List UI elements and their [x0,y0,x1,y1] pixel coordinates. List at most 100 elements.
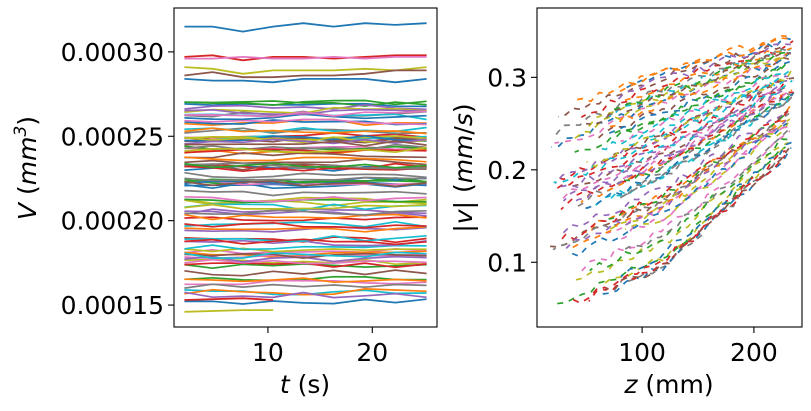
left-y-tick-label: 0.00030 [61,38,164,67]
volume-band-line [184,110,427,118]
speed-series-line [553,77,788,184]
volume-short-series-line [184,309,274,313]
speed-series-line [565,119,787,249]
left-y-tick-label: 0.00020 [61,207,164,236]
volume-band-line [184,258,427,265]
volume-series-line [184,69,427,79]
speed-series-line [614,37,788,95]
speed-series-line [610,51,787,112]
volume-band-line [184,251,427,260]
speed-series-line [558,110,789,244]
volume-series-line [184,22,427,33]
left-x-tick-label: 20 [356,338,388,367]
volume-band-line [184,209,427,216]
speed-series-line [613,43,791,104]
speed-series-line [553,77,789,191]
speed-vs-z-panel: 100 200 0.1 0.2 0.3 z (mm) |v| (mm/s) [449,7,803,399]
speed-series-line [599,77,795,162]
speed-series-line [619,94,795,199]
volume-band-line [184,162,427,171]
right-y-ticks: 0.1 0.2 0.3 [487,63,537,277]
volume-band-line [184,103,427,111]
volume-band-line [184,171,427,179]
volume-band-line [184,258,427,266]
volume-band-line [184,203,427,211]
volume-band-line [184,213,427,221]
speed-series-line [623,91,795,182]
speed-series-line [571,88,787,204]
volume-band-line [184,269,427,277]
speed-series-line [554,50,792,144]
volume-band-line [184,162,427,170]
volume-series-line [184,55,427,60]
volume-band-line [184,277,427,284]
volume-band-line [184,135,427,141]
speed-series-line [620,79,793,173]
volume-band-line [184,234,427,242]
speed-series-line [609,93,795,201]
speed-series-line [586,51,792,126]
volume-band-line [184,140,427,147]
left-y-ticks: 0.00015 0.00020 0.00025 0.00030 [61,38,174,320]
volume-series-line [184,78,427,84]
volume-band-line [184,156,427,163]
speed-series-line [618,97,791,200]
speed-series-line [579,91,795,209]
speed-series-line [560,91,794,211]
left-y-tick-label: 0.00025 [61,122,164,151]
volume-band-line [184,158,427,166]
volume-band-line [184,176,427,182]
left-x-tick-label: 10 [252,338,284,367]
right-y-tick-label: 0.1 [487,248,527,277]
right-y-axis-label: |v| (mm/s) [449,103,478,232]
volume-band-line [184,247,427,253]
volume-band-line [184,220,427,228]
right-y-tick-label: 0.3 [487,63,527,92]
volume-band-line [184,221,427,229]
speed-series-line [562,111,789,235]
volume-band-line [184,162,427,169]
volume-band-line [184,275,427,282]
speed-series-line [602,142,790,286]
volume-band-line [184,148,427,154]
volume-band-line [184,225,427,233]
volume-band-line [184,102,427,108]
volume-band-line [184,143,427,151]
left-y-tick-label: 0.00015 [61,291,164,320]
volume-band-line [184,99,427,106]
left-plot-frame [173,7,438,328]
volume-band-line [184,238,427,246]
speed-series-line [620,140,795,278]
speed-series-line [598,72,787,151]
speed-series-line [620,73,787,143]
speed-series-line [572,141,789,282]
right-plot-frame [536,7,803,328]
speed-series-line [582,106,791,234]
left-x-ticks: 10 20 [252,327,388,367]
speed-series-line [562,83,787,199]
volume-band-line [184,118,427,126]
right-x-tick-label: 100 [618,338,666,367]
volume-short-series-line [184,297,274,301]
speed-series-line [560,79,794,189]
speed-series-line [620,129,790,253]
volume-series-line [184,66,427,75]
speed-series-line [552,112,790,251]
speed-series-line [556,146,786,305]
volume-band-line [184,106,427,115]
speed-series-line [586,68,794,168]
volume-band-line [184,279,427,286]
speed-series-line [554,75,789,184]
speed-series-line [580,89,793,204]
volume-band-line [184,244,427,251]
speed-series-line [574,61,789,153]
volume-band-line [184,108,427,116]
speed-series-line [619,89,791,182]
right-y-tick-label: 0.2 [487,156,527,185]
speed-series-line [570,119,789,250]
left-x-axis-label: t (s) [280,370,330,399]
right-x-axis-label: z (mm) [623,370,713,399]
speed-series-line [571,122,788,258]
